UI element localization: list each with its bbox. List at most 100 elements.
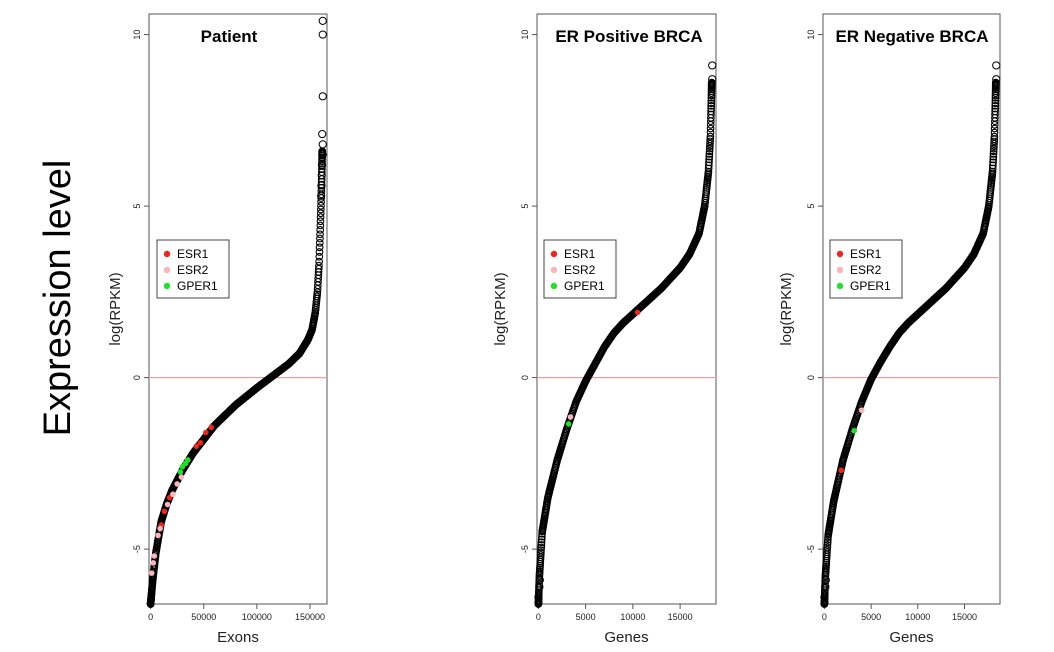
series-esr2 (567, 414, 574, 420)
legend-marker (550, 282, 558, 290)
y-tick-label: 10 (520, 30, 530, 40)
outlier-point (820, 593, 829, 602)
data-point (707, 91, 716, 100)
esr2-point (155, 532, 161, 539)
data-point (821, 579, 829, 588)
y-tick-label: 5 (132, 204, 142, 209)
panel-title: ER Positive BRCA (555, 27, 702, 46)
outlier-point (821, 575, 830, 585)
data-point (991, 78, 1000, 87)
data-point (316, 230, 324, 239)
data-point (315, 257, 323, 266)
esr2-point (567, 414, 574, 420)
series-esr1 (158, 424, 214, 528)
data-point (706, 124, 715, 133)
data-point (315, 243, 324, 252)
x-tick-label: 10000 (620, 612, 645, 622)
data-point (707, 96, 716, 105)
legend-label: GPER1 (850, 279, 891, 293)
data-point (990, 132, 999, 141)
legend-label: ESR1 (850, 247, 882, 261)
data-point (705, 158, 713, 167)
data-point (316, 213, 325, 221)
legend-marker (836, 266, 844, 274)
esr2-point (148, 570, 155, 576)
data-point (990, 124, 999, 133)
esr2-point (178, 474, 185, 480)
esr2-point (170, 491, 176, 498)
x-tick-label: 0 (148, 612, 153, 622)
data-point (991, 99, 1000, 108)
data-point (823, 538, 832, 547)
data-point (537, 546, 545, 554)
data-point (991, 107, 999, 116)
outlier-point (708, 75, 717, 84)
data-point (706, 132, 715, 141)
legend-marker (163, 282, 171, 290)
data-point (823, 535, 832, 544)
legend: ESR1 ESR2 GPER1 (543, 239, 617, 299)
legend-marker (836, 250, 844, 258)
data-point (823, 548, 831, 556)
series-esr1 (634, 309, 641, 316)
esr2-point (174, 481, 180, 487)
x-tick-label: 15000 (668, 612, 693, 622)
data-point (536, 551, 545, 559)
outlier-point (318, 30, 327, 39)
outlier-point (317, 171, 326, 180)
data-point (989, 152, 998, 161)
data-point (538, 529, 546, 538)
data-point (991, 104, 1000, 113)
y-tick-label: 0 (806, 375, 816, 380)
data-point (316, 205, 325, 214)
panel-title: ER Negative BRCA (835, 27, 988, 46)
legend-label: ESR2 (177, 263, 209, 277)
legend-marker (836, 282, 844, 290)
y-tick-label: 10 (132, 30, 142, 40)
gper1-point (177, 469, 184, 475)
x-axis-label: Genes (889, 629, 933, 646)
data-point (316, 221, 325, 230)
data-point (316, 225, 325, 234)
x-tick-label: 5000 (576, 612, 596, 622)
data-point (537, 543, 546, 552)
plot-frame (822, 13, 1001, 605)
y-tick-label: -5 (520, 545, 530, 553)
outlier-point (992, 75, 1001, 84)
data-point (318, 165, 326, 173)
outlier-point (535, 575, 544, 585)
outlier-point (318, 129, 327, 139)
data-point (989, 161, 997, 170)
data-point (315, 261, 323, 270)
legend-label: ESR1 (177, 247, 209, 261)
y-tick-label: 10 (806, 30, 816, 40)
y-tick-label: -5 (806, 545, 816, 553)
data-point (317, 201, 325, 210)
data-point (706, 139, 714, 148)
esr1-point (161, 508, 168, 515)
series-gper1 (565, 421, 572, 427)
legend-marker (163, 266, 171, 274)
esr2-point (150, 560, 157, 566)
data-point (707, 104, 715, 113)
data-point (537, 535, 546, 544)
outlier-point (708, 61, 717, 70)
y-tick-label: 0 (132, 375, 142, 380)
data-curve (820, 78, 1000, 608)
esr1-point (208, 424, 214, 431)
x-axis-label: Genes (604, 629, 648, 646)
data-point (535, 579, 543, 588)
data-point (706, 128, 715, 137)
legend-label: ESR1 (564, 247, 596, 261)
esr2-point (157, 525, 163, 532)
data-point (991, 110, 999, 119)
data-point (314, 264, 323, 273)
data-point (706, 137, 714, 146)
y-tick-label: -5 (132, 545, 142, 553)
outlier-point (318, 140, 327, 149)
x-tick-label: 0 (536, 612, 541, 622)
x-axis-label: Exons (217, 629, 259, 646)
series-gper1 (851, 427, 858, 434)
data-point (315, 239, 324, 247)
